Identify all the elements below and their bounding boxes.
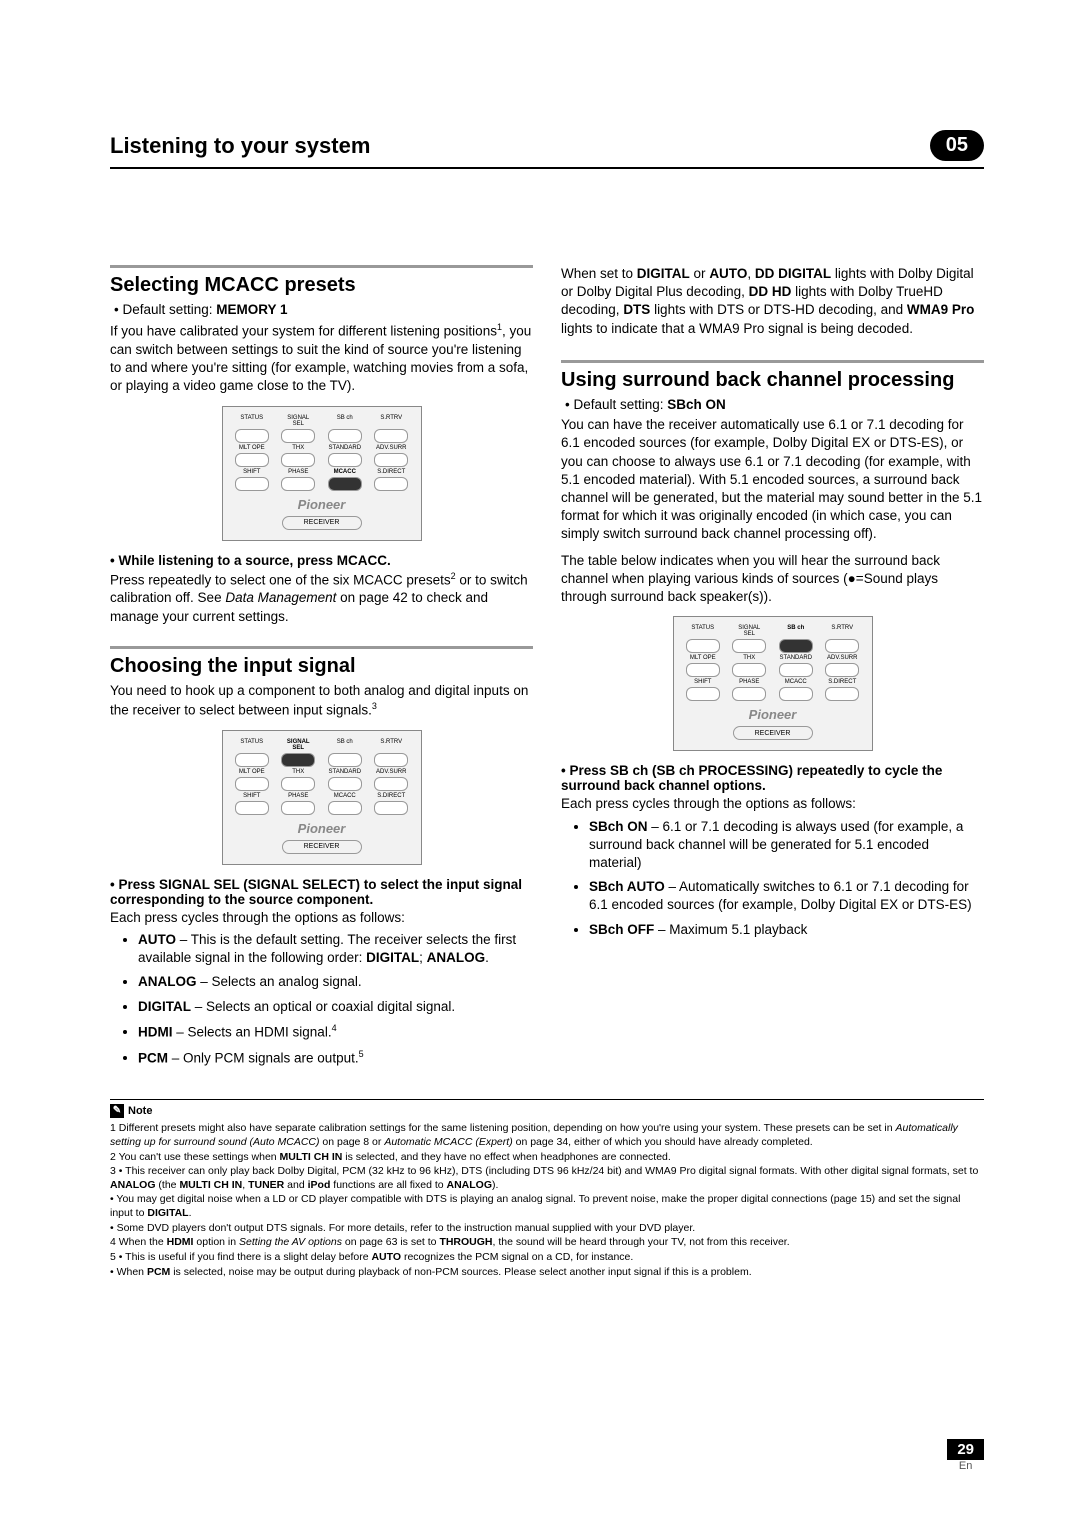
sbch-p1: You can have the receiver automatically … <box>561 416 984 544</box>
remote-illustration-signal: STATUSSIGNAL SELSB chS.RTRV MLT OPETHXST… <box>222 730 422 865</box>
footnotes: 1 Different presets might also have sepa… <box>110 1122 984 1279</box>
remote-illustration-sbch: STATUSSIGNAL SELSB chS.RTRV MLT OPETHXST… <box>673 616 873 751</box>
chapter-badge: 05 <box>930 130 984 161</box>
opt-sbch-auto: SBch AUTO – Automatically switches to 6.… <box>589 878 984 914</box>
opt-sbch-off: SBch OFF – Maximum 5.1 playback <box>589 921 984 939</box>
default-label: Default setting: <box>122 302 216 317</box>
mcacc-intro: If you have calibrated your system for d… <box>110 321 533 395</box>
opt-auto: AUTO – This is the default setting. The … <box>138 931 533 967</box>
note-label: Note <box>128 1105 152 1117</box>
sbch-step-body: Each press cycles through the options as… <box>561 795 984 813</box>
note-badge: ✎ Note <box>110 1104 152 1118</box>
input-step: • Press SIGNAL SEL (SIGNAL SELECT) to se… <box>110 877 533 907</box>
sbch-options: SBch ON – 6.1 or 7.1 decoding is always … <box>589 818 984 939</box>
page-number-box: 29 En <box>947 1439 984 1472</box>
page-number: 29 <box>947 1439 984 1460</box>
opt-hdmi: HDMI – Selects an HDMI signal.4 <box>138 1022 533 1042</box>
input-intro: You need to hook up a component to both … <box>110 682 533 720</box>
sbch-step: • Press SB ch (SB ch PROCESSING) repeate… <box>561 763 984 793</box>
mcacc-step-body: Press repeatedly to select one of the si… <box>110 570 533 626</box>
section-title-sbch: Using surround back channel processing <box>561 369 984 392</box>
default-setting-sbch: Default setting: SBch ON <box>575 396 984 414</box>
mcacc-step: • While listening to a source, press MCA… <box>110 553 533 568</box>
brand-logo: Pioneer <box>229 497 415 512</box>
remote-illustration-mcacc: STATUSSIGNAL SELSB chS.RTRV MLT OPETHXST… <box>222 406 422 541</box>
section-title-input: Choosing the input signal <box>110 655 533 678</box>
digital-lights-paragraph: When set to DIGITAL or AUTO, DD DIGITAL … <box>561 265 984 338</box>
default-value: MEMORY 1 <box>216 302 287 317</box>
default-setting-mcacc: Default setting: MEMORY 1 <box>124 301 533 319</box>
pencil-icon: ✎ <box>110 1104 124 1118</box>
section-title-mcacc: Selecting MCACC presets <box>110 274 533 297</box>
page-header: Listening to your system 05 <box>110 130 984 169</box>
opt-sbch-on: SBch ON – 6.1 or 7.1 decoding is always … <box>589 818 984 873</box>
input-options: AUTO – This is the default setting. The … <box>138 931 533 1067</box>
page-lang: En <box>947 1460 984 1472</box>
input-step-body: Each press cycles through the options as… <box>110 909 533 927</box>
sbch-p2: The table below indicates when you will … <box>561 552 984 607</box>
left-column: Selecting MCACC presets Default setting:… <box>110 265 533 1073</box>
header-title: Listening to your system <box>110 133 370 159</box>
opt-pcm: PCM – Only PCM signals are output.5 <box>138 1048 533 1068</box>
opt-analog: ANALOG – Selects an analog signal. <box>138 973 533 991</box>
right-column: When set to DIGITAL or AUTO, DD DIGITAL … <box>561 265 984 1073</box>
opt-digital: DIGITAL – Selects an optical or coaxial … <box>138 998 533 1016</box>
